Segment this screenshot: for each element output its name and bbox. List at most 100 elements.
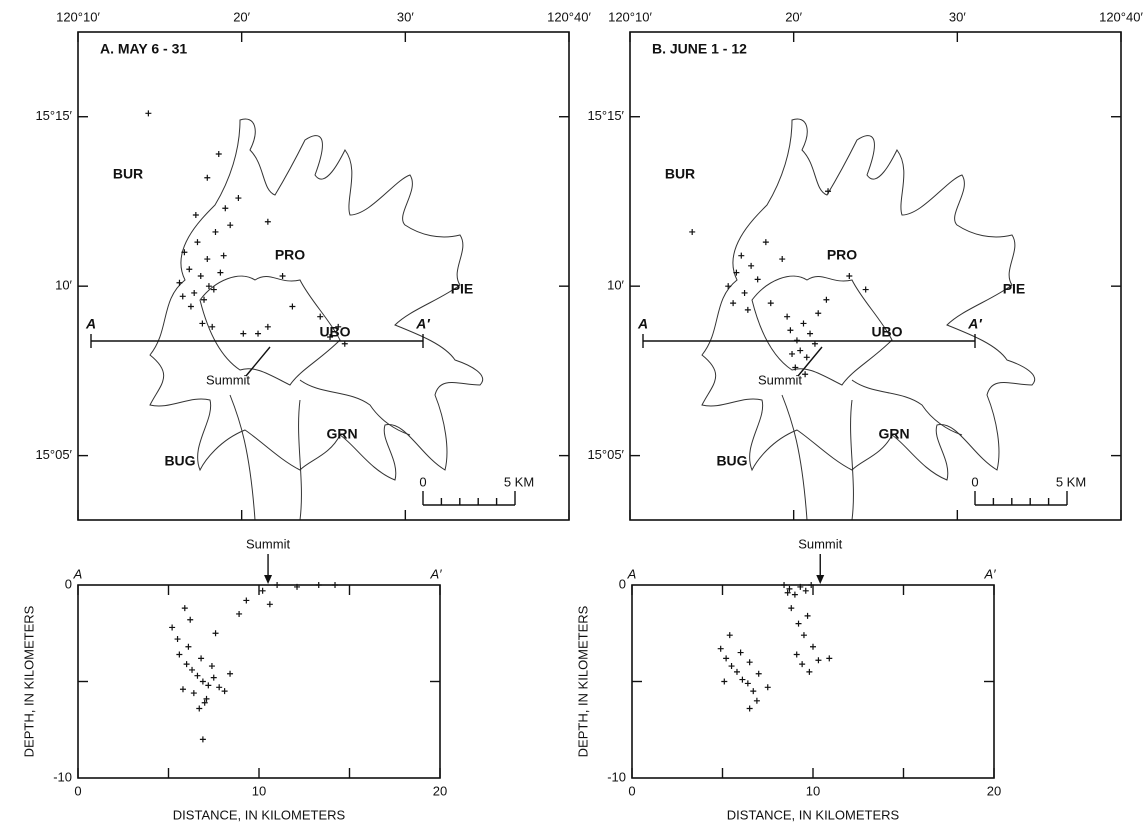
epicenter bbox=[215, 151, 222, 157]
scale-label: 5 KM bbox=[504, 474, 534, 489]
summit-label: Summit bbox=[246, 536, 290, 551]
y-tick-label: -10 bbox=[53, 769, 72, 784]
epicenter bbox=[725, 283, 732, 290]
hypocenter bbox=[243, 597, 250, 604]
summit-leader bbox=[245, 346, 271, 377]
line-end-label: A′ bbox=[415, 316, 430, 332]
summit-leader bbox=[797, 346, 823, 377]
lat-label: 15°15′ bbox=[35, 108, 72, 123]
epicenter bbox=[767, 300, 774, 307]
hypocenter bbox=[737, 649, 744, 656]
hypocenter bbox=[189, 666, 196, 673]
hypocenter bbox=[259, 587, 266, 594]
epicenter bbox=[762, 239, 769, 246]
epicenter bbox=[744, 306, 751, 313]
epicenter bbox=[317, 313, 324, 320]
summit-label: Summit bbox=[206, 372, 250, 387]
hypocenter bbox=[795, 620, 802, 627]
epicenter bbox=[748, 262, 755, 269]
hypocenter bbox=[788, 605, 795, 612]
epicenter bbox=[197, 273, 204, 279]
end-label: A′ bbox=[429, 566, 442, 581]
hypocenter bbox=[806, 668, 813, 675]
hypocenter bbox=[791, 591, 798, 598]
epicenter bbox=[235, 195, 242, 202]
hypocenter bbox=[799, 661, 806, 668]
hypocenter bbox=[753, 697, 760, 704]
lon-label: 120°10′ bbox=[608, 9, 652, 24]
epicenter bbox=[204, 256, 211, 263]
hypocenter bbox=[183, 661, 190, 668]
epicenter bbox=[754, 276, 761, 283]
lat-label: 15°05′ bbox=[35, 447, 72, 462]
x-tick-label: 0 bbox=[628, 783, 635, 798]
section-frame bbox=[77, 584, 441, 779]
epicenter bbox=[689, 228, 696, 235]
hypocenter bbox=[810, 643, 816, 650]
panel-title: B. JUNE 1 - 12 bbox=[652, 41, 747, 57]
epicenter bbox=[792, 364, 799, 371]
x-tick-label: 0 bbox=[74, 783, 81, 798]
hypocenter bbox=[793, 651, 800, 658]
epicenter bbox=[217, 269, 224, 276]
epicenter bbox=[779, 256, 786, 263]
line-end-label: A′ bbox=[967, 316, 982, 332]
epicenter bbox=[738, 252, 745, 259]
hypocenter bbox=[221, 688, 228, 695]
epicenter bbox=[194, 239, 201, 246]
epicenter bbox=[289, 303, 296, 310]
hypocenter bbox=[826, 655, 833, 662]
topography-b bbox=[701, 118, 1036, 521]
hypocenter bbox=[187, 616, 194, 623]
hypocenter bbox=[236, 610, 243, 617]
y-axis-title: DEPTH, IN KILOMETERS bbox=[21, 605, 36, 757]
x-axis-title: DISTANCE, IN KILOMETERS bbox=[727, 807, 900, 822]
hypocenter bbox=[208, 663, 215, 670]
station-label: BUG bbox=[164, 453, 195, 469]
epicenter bbox=[730, 300, 737, 307]
hypocenter bbox=[274, 582, 281, 588]
hypocenter bbox=[784, 589, 791, 596]
epicenter bbox=[807, 330, 814, 337]
hypocenter bbox=[203, 695, 210, 702]
lat-label: 10′ bbox=[55, 278, 72, 293]
start-label: A bbox=[73, 566, 83, 581]
epicenter bbox=[210, 286, 217, 293]
epicenter bbox=[733, 269, 740, 276]
x-tick-label: 20 bbox=[433, 783, 447, 798]
hypocenter bbox=[746, 705, 753, 712]
hypocenter bbox=[750, 688, 757, 695]
hypocenter bbox=[201, 699, 208, 706]
hypocenter bbox=[717, 645, 724, 652]
epicenter bbox=[186, 266, 193, 273]
hypocenter bbox=[294, 583, 301, 590]
line-start-label: A bbox=[637, 316, 648, 332]
epicenter bbox=[222, 205, 229, 212]
epicenter bbox=[825, 188, 832, 195]
hypocenter bbox=[174, 636, 181, 643]
epicenter bbox=[199, 320, 206, 327]
epicenter bbox=[802, 371, 809, 378]
topography-a bbox=[149, 118, 484, 521]
summit-label: Summit bbox=[758, 372, 802, 387]
lon-label: 120°40′ bbox=[1099, 9, 1143, 24]
lon-label: 30′ bbox=[397, 9, 414, 24]
scale-label: 0 bbox=[971, 474, 978, 489]
epicenter bbox=[741, 289, 748, 296]
epicenter bbox=[862, 286, 869, 293]
hypocenter bbox=[733, 668, 740, 675]
epicenter bbox=[176, 279, 183, 286]
station-label: BUR bbox=[113, 166, 143, 182]
lon-label: 20′ bbox=[785, 9, 802, 24]
lat-label: 15°05′ bbox=[587, 447, 624, 462]
station-label: UBO bbox=[871, 324, 902, 340]
lat-label: 15°15′ bbox=[587, 108, 624, 123]
epicenter bbox=[179, 293, 186, 300]
station-label: BUG bbox=[716, 453, 747, 469]
summit-arrowhead bbox=[816, 575, 825, 584]
start-label: A bbox=[627, 566, 637, 581]
hypocenter bbox=[786, 585, 793, 592]
epicenter bbox=[793, 337, 800, 344]
hypocenter bbox=[755, 670, 762, 677]
